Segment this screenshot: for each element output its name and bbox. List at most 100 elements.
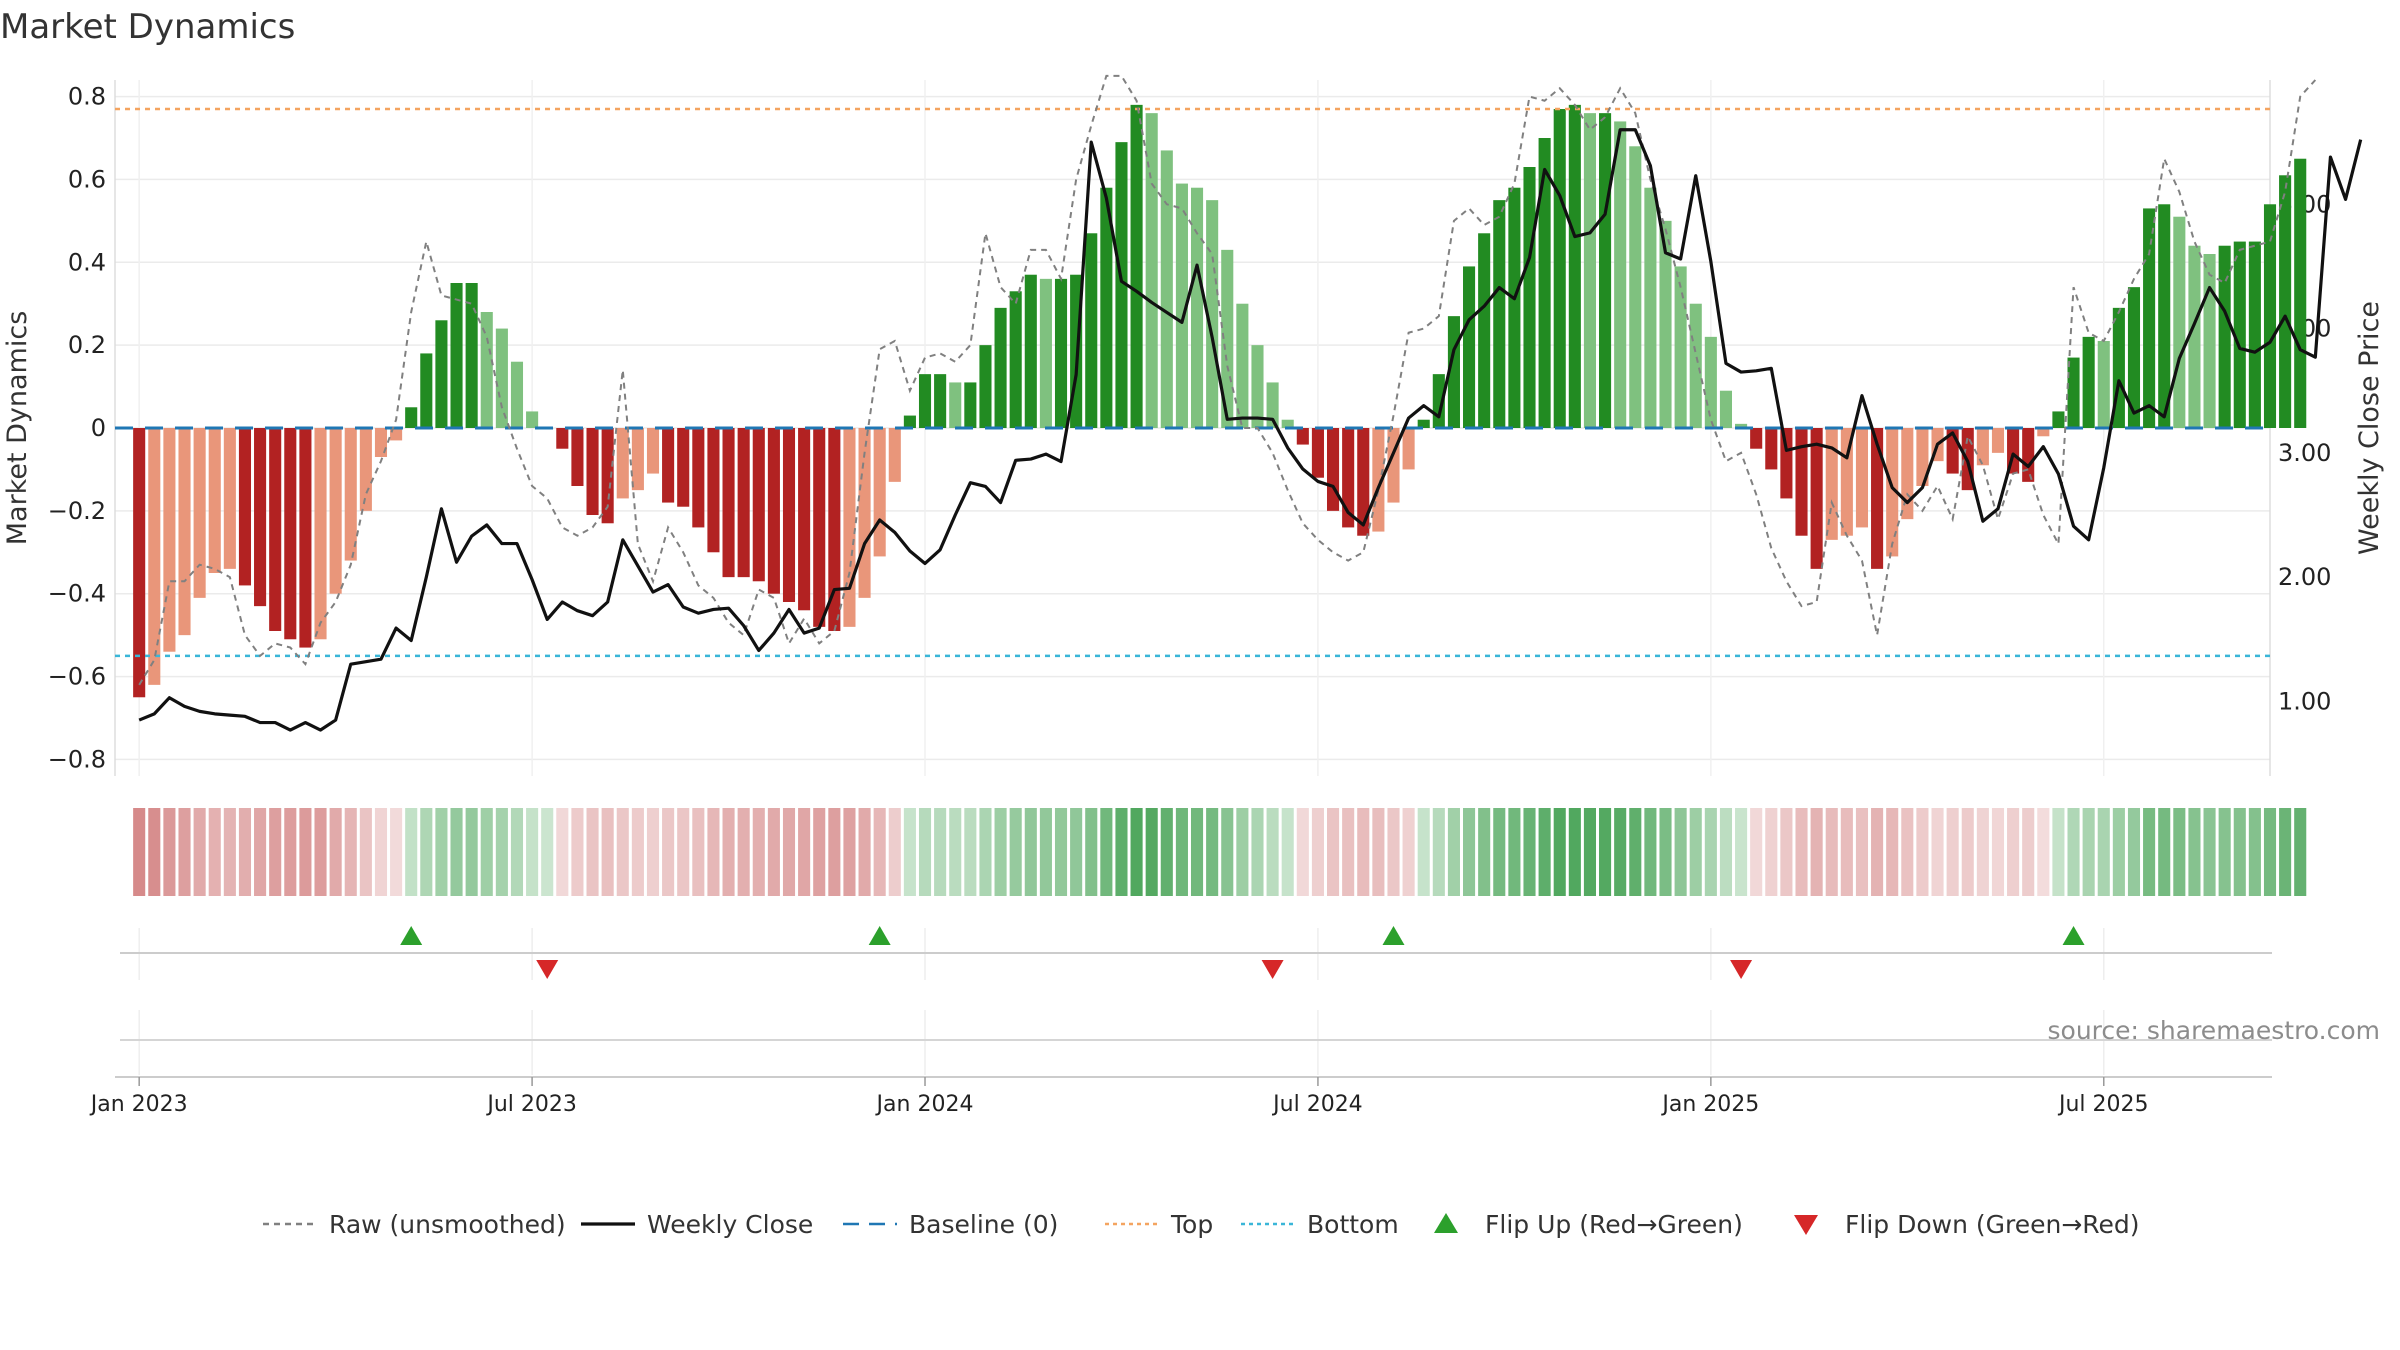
legend-item: Flip Down (Green→Red) bbox=[1794, 1210, 2140, 1239]
heat-cell bbox=[782, 808, 796, 896]
legend-label: Baseline (0) bbox=[909, 1210, 1058, 1239]
heat-cell bbox=[1281, 808, 1294, 896]
flip-up-marker bbox=[1382, 926, 1405, 945]
heat-cell bbox=[828, 808, 841, 896]
heat-cell bbox=[1175, 808, 1188, 896]
bar bbox=[1780, 428, 1793, 499]
heat-cell bbox=[1976, 808, 1989, 896]
heat-cell bbox=[1417, 808, 1430, 896]
bar bbox=[601, 428, 614, 524]
bar bbox=[223, 428, 236, 569]
heat-cell bbox=[1024, 808, 1037, 896]
heat-cell bbox=[2218, 808, 2231, 896]
bar bbox=[918, 374, 932, 428]
left-tick-label: 0.8 bbox=[68, 83, 106, 111]
heat-cell bbox=[1855, 808, 1869, 896]
bar bbox=[1054, 278, 1068, 428]
bar bbox=[510, 361, 524, 428]
heat-cell bbox=[1508, 808, 1521, 896]
bar bbox=[1855, 428, 1869, 528]
heat-cell bbox=[1190, 808, 1204, 896]
bar bbox=[949, 382, 962, 428]
heat-cell bbox=[1039, 808, 1052, 896]
legend-item: Flip Up (Red→Green) bbox=[1434, 1210, 1743, 1239]
flip-up-marker bbox=[2062, 926, 2085, 945]
heat-cell bbox=[465, 808, 478, 896]
weekly-close-line bbox=[138, 128, 2363, 732]
bar bbox=[1130, 104, 1143, 428]
heat-cell bbox=[1342, 808, 1355, 896]
bar bbox=[1039, 278, 1052, 428]
right-tick-label: 2.00 bbox=[2278, 563, 2331, 591]
heat-cell bbox=[752, 808, 765, 896]
heat-cell bbox=[737, 808, 750, 896]
heat-cell bbox=[813, 808, 826, 896]
bar bbox=[2097, 341, 2110, 428]
bar bbox=[964, 382, 977, 428]
bar bbox=[314, 428, 327, 640]
bar bbox=[2173, 216, 2186, 428]
bar bbox=[2248, 241, 2261, 428]
heat-cell bbox=[586, 808, 599, 896]
bar bbox=[752, 428, 765, 582]
bar bbox=[1326, 428, 1340, 511]
heat-cell bbox=[405, 808, 418, 896]
heat-cell bbox=[269, 808, 282, 896]
heat-cell bbox=[510, 808, 524, 896]
bar bbox=[1085, 233, 1098, 428]
bar bbox=[2279, 175, 2292, 428]
left-tick-label: 0.6 bbox=[68, 165, 106, 193]
bar bbox=[1221, 249, 1234, 428]
bar bbox=[1402, 428, 1415, 470]
heat-cell bbox=[390, 808, 403, 896]
heat-cell bbox=[1100, 808, 1113, 896]
bar bbox=[1175, 183, 1188, 428]
heat-cell bbox=[133, 808, 146, 896]
heat-cell bbox=[707, 808, 720, 896]
heat-cell bbox=[2263, 808, 2277, 896]
heat-cell bbox=[1583, 808, 1596, 896]
bar bbox=[1886, 428, 1899, 557]
x-tick-label: Jan 2024 bbox=[875, 1092, 974, 1117]
heat-cell bbox=[722, 808, 735, 896]
heat-cell bbox=[1704, 808, 1717, 896]
bar bbox=[1599, 113, 1612, 429]
heat-cell bbox=[1599, 808, 1612, 896]
heat-cell bbox=[1916, 808, 1929, 896]
bar bbox=[2233, 241, 2246, 428]
bars bbox=[133, 104, 2307, 698]
bar bbox=[1206, 200, 1219, 428]
left-tick-label: −0.4 bbox=[48, 580, 106, 608]
bar bbox=[1508, 187, 1521, 428]
legend-label: Flip Up (Red→Green) bbox=[1485, 1210, 1743, 1239]
heat-cell bbox=[420, 808, 433, 896]
heat-cell bbox=[1750, 808, 1763, 896]
bar bbox=[1236, 303, 1249, 428]
heat-cell bbox=[1236, 808, 1249, 896]
bar bbox=[1735, 423, 1748, 428]
bar bbox=[269, 428, 282, 631]
bar bbox=[344, 428, 357, 561]
legend-swatch bbox=[1434, 1213, 1458, 1233]
heat-cell bbox=[646, 808, 660, 896]
bar bbox=[1493, 200, 1506, 428]
legend-item: Top bbox=[1105, 1210, 1213, 1239]
bar bbox=[1659, 220, 1672, 428]
heat-cell bbox=[1538, 808, 1551, 896]
raw-series-line bbox=[138, 74, 2317, 686]
bar bbox=[1190, 187, 1204, 428]
heat-cell bbox=[2037, 808, 2050, 896]
heat-cell bbox=[631, 808, 644, 896]
bar bbox=[722, 428, 735, 578]
heat-cell bbox=[571, 808, 584, 896]
left-tick-label: −0.6 bbox=[48, 663, 106, 691]
heat-cell bbox=[208, 808, 221, 896]
bar bbox=[238, 428, 252, 586]
heat-cell bbox=[1644, 808, 1657, 896]
y-axis-label-right: Weekly Close Price bbox=[2354, 301, 2385, 555]
heat-cell bbox=[1886, 808, 1899, 896]
heat-cell bbox=[1493, 808, 1506, 896]
bar bbox=[1463, 266, 1476, 428]
legend-item: Raw (unsmoothed) bbox=[263, 1210, 566, 1239]
